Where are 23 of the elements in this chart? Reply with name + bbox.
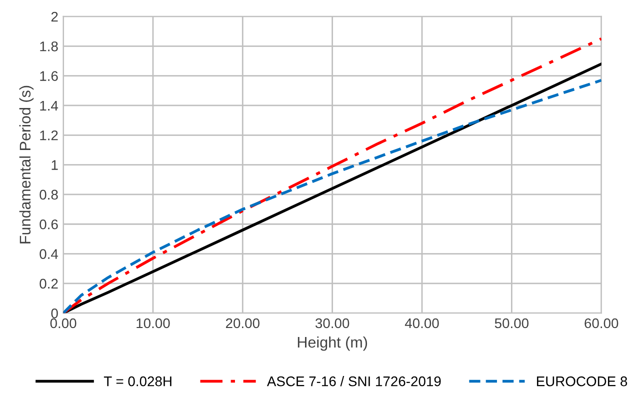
x-tick-label: 60.00 (584, 318, 618, 328)
y-tick-label: 0.4 (40, 249, 58, 259)
y-tick-label: 1.2 (40, 130, 58, 140)
y-tick-label: 1.4 (40, 100, 58, 111)
legend-label: EUROCODE 8 (536, 376, 628, 386)
y-tick-label: 2 (51, 12, 58, 22)
x-tick-label: 50.00 (494, 318, 529, 328)
y-tick-label: 1.8 (40, 41, 58, 52)
y-tick-label: 0.2 (40, 278, 58, 289)
y-tick-label: 0 (51, 308, 58, 318)
x-tick-label: 20.00 (226, 318, 260, 328)
legend-label: ASCE 7-16 / SNI 1726-2019 (266, 376, 441, 386)
x-tick-label: 10.00 (136, 318, 170, 328)
x-axis-title: Height (m) (298, 336, 368, 351)
y-tick-label: 0.6 (40, 219, 58, 230)
legend-label: T = 0.028H (104, 376, 172, 386)
x-tick-label: 40.00 (404, 318, 439, 328)
y-axis-title: Fundamental Period (s) (19, 86, 34, 244)
y-tick-label: 0.8 (40, 190, 58, 200)
x-tick-label: 30.00 (315, 318, 350, 328)
x-tick-label: 0.00 (50, 318, 76, 328)
y-tick-label: 1 (52, 160, 58, 170)
y-tick-label: 1.6 (40, 71, 58, 81)
